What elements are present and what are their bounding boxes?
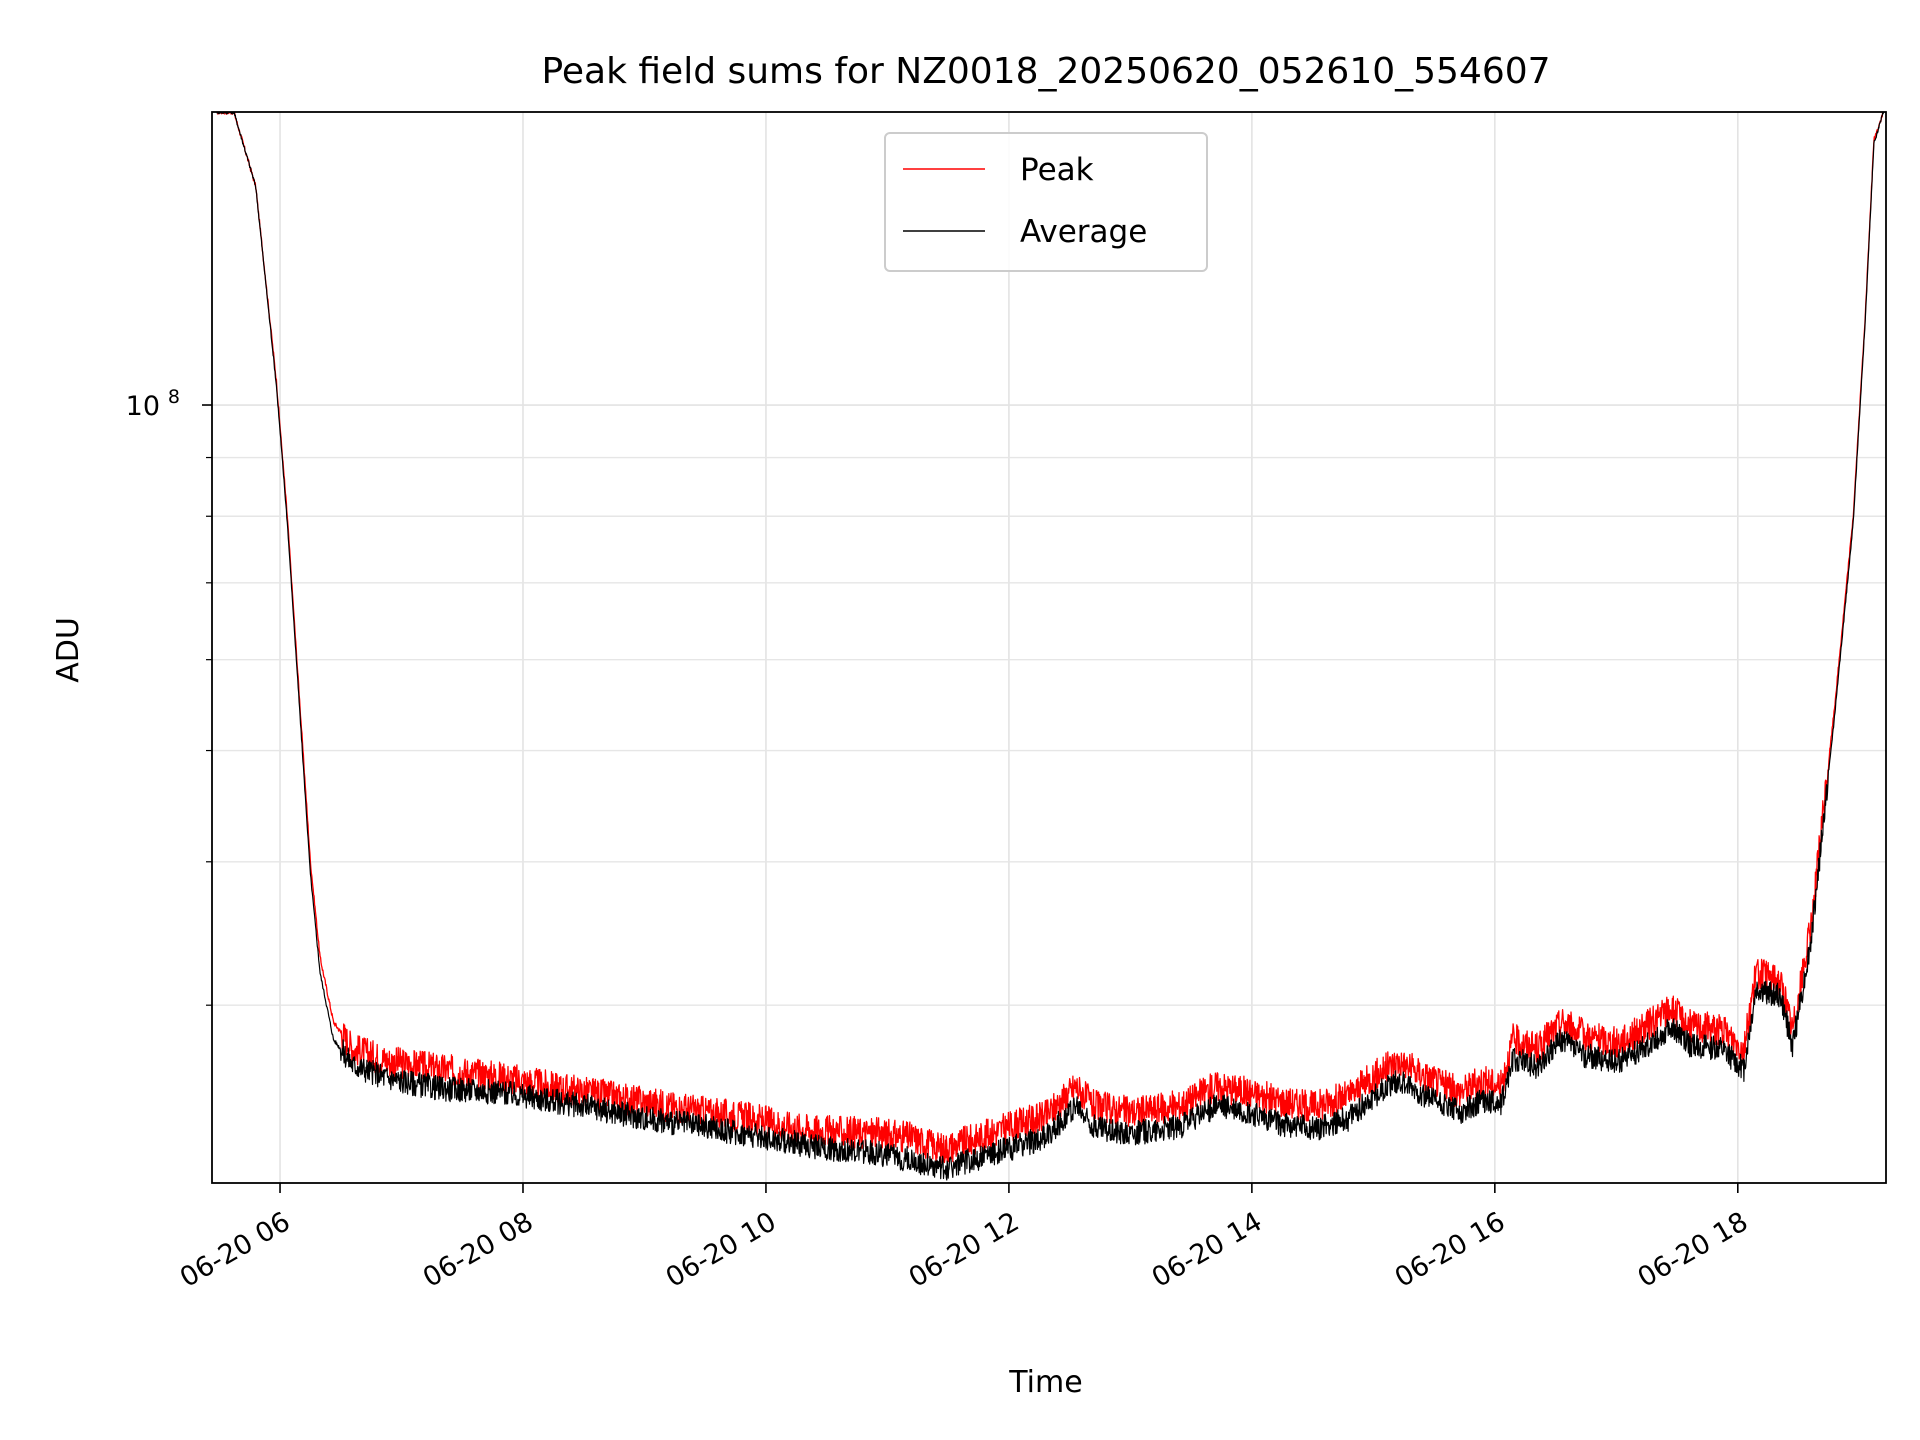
plot-area-border bbox=[211, 111, 1887, 1184]
y-tick-base: 10 bbox=[126, 391, 160, 422]
series-line-peak bbox=[216, 112, 1885, 1164]
chart-title: Peak field sums for NZ0018_20250620_0526… bbox=[541, 51, 1550, 92]
series-layer bbox=[216, 112, 1885, 1181]
plot-frame bbox=[211, 111, 1887, 1184]
legend-label-peak: Peak bbox=[1020, 152, 1094, 188]
y-tick-label: 10 bbox=[126, 391, 160, 422]
series-line-average bbox=[216, 112, 1885, 1181]
legend-label-average: Average bbox=[1020, 214, 1147, 250]
y-axis-label: ADU bbox=[51, 617, 86, 683]
y-tick-exponent: 8 bbox=[168, 386, 180, 408]
x-axis-label: Time bbox=[1008, 1365, 1082, 1400]
legend-box bbox=[884, 132, 1208, 272]
grid-layer bbox=[212, 112, 1886, 1183]
legend: Peak Average bbox=[884, 132, 1208, 272]
